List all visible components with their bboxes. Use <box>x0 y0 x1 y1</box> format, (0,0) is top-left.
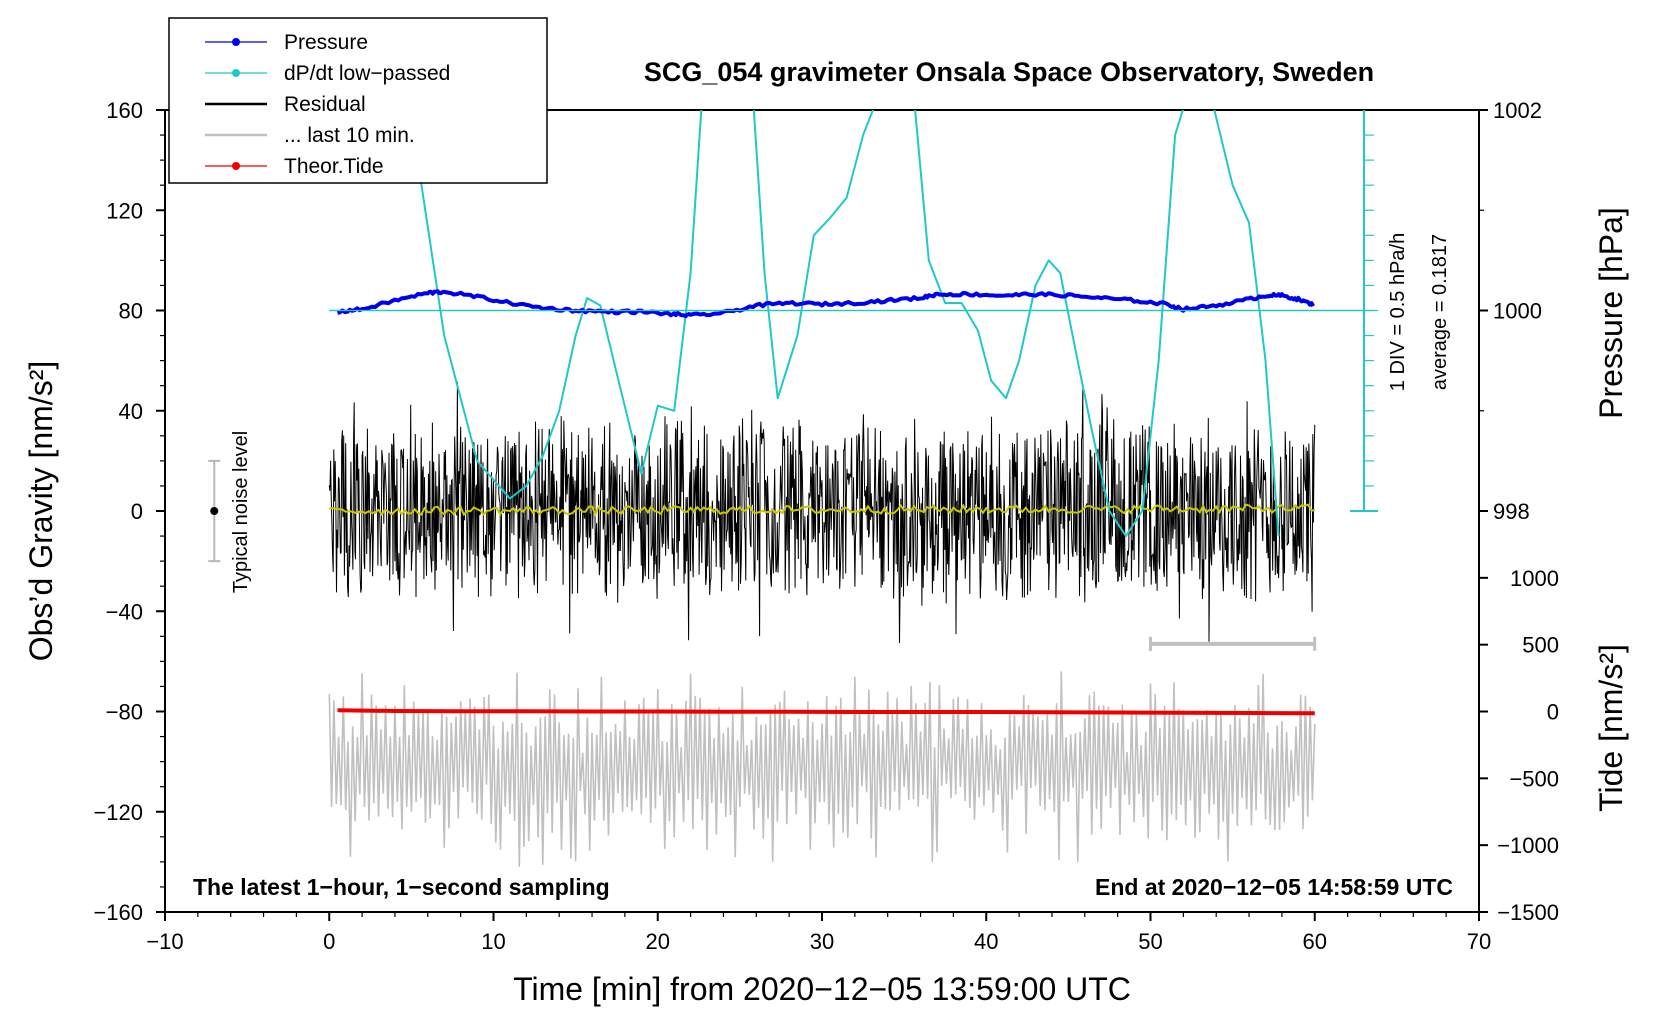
y-axis-pressure: 1002 1000 998 <box>1479 98 1542 524</box>
y-tick-label: 80 <box>119 299 143 324</box>
legend-box <box>168 17 548 184</box>
legend-label: dP/dt low−passed <box>284 62 450 85</box>
x-tick-label: 0 <box>323 929 335 954</box>
legend: Pressure dP/dt low−passed Residual ... last… <box>168 17 548 184</box>
legend-label: Theor.Tide <box>284 155 384 178</box>
tide-tick-label: −500 <box>1509 766 1559 791</box>
y-axis-left: 160 120 80 40 0 −40 −80 −120 −160 <box>93 98 165 925</box>
legend-item: Residual <box>205 93 366 116</box>
last-10-min-bracket <box>1149 636 1317 651</box>
y-tick-label: 120 <box>106 198 143 223</box>
x-tick-label: −10 <box>146 929 183 954</box>
y-tick-label: −80 <box>106 700 143 725</box>
x-tick-label: 20 <box>646 929 670 954</box>
residual-smoothed-line <box>329 503 1315 517</box>
corner-right-note: End at 2020−12−05 14:58:59 UTC <box>1095 874 1453 900</box>
chart-title: SCG_054 gravimeter Onsala Space Observat… <box>644 57 1374 87</box>
dpdt-scale-bar <box>329 110 1379 512</box>
series-last-10-min <box>328 671 1316 867</box>
legend-label: ... last 10 min. <box>284 124 415 147</box>
tide-line <box>337 708 1315 716</box>
dpdt-average-label: average = 0.1817 <box>1429 234 1451 390</box>
dpdt-scale-label: 1 DIV = 0.5 hPa/h <box>1387 233 1409 391</box>
pressure-tick-label: 1002 <box>1493 98 1542 123</box>
series-residual <box>328 381 1316 644</box>
y-tick-label: −120 <box>93 800 143 825</box>
last-10-min-line <box>328 671 1316 867</box>
y-tick-label: −160 <box>93 900 143 925</box>
residual-line <box>328 381 1316 644</box>
legend-swatch-dot <box>232 162 240 170</box>
tide-tick-label: 500 <box>1522 633 1559 658</box>
legend-item: Theor.Tide <box>205 155 384 178</box>
corner-left-note: The latest 1−hour, 1−second sampling <box>193 874 610 900</box>
y-tick-label: 40 <box>119 399 143 424</box>
pressure-tick-label: 998 <box>1493 499 1530 524</box>
x-tick-label: 10 <box>481 929 505 954</box>
legend-label: Pressure <box>284 31 368 54</box>
y-tick-label: 160 <box>106 98 143 123</box>
y-axis-pressure-title: Pressure [hPa] <box>1593 207 1629 419</box>
series-residual-smoothed <box>329 503 1315 517</box>
series-theor-tide <box>337 708 1315 716</box>
x-tick-label: 30 <box>810 929 834 954</box>
noise-bar-dot <box>210 507 219 515</box>
x-tick-label: 40 <box>974 929 998 954</box>
noise-level-bar <box>208 459 221 563</box>
legend-item: dP/dt low−passed <box>205 62 450 85</box>
tide-tick-label: −1500 <box>1497 900 1559 925</box>
y-axis-left-title: Obs’d Gravity [nm/s²] <box>23 361 59 662</box>
y-tick-label: −40 <box>106 599 143 624</box>
tide-tick-label: 1000 <box>1510 566 1559 591</box>
dpdt-line <box>418 110 1280 538</box>
x-tick-label: 70 <box>1467 929 1491 954</box>
noise-level-label: Typical noise level <box>230 431 252 593</box>
y-axis-tide: 1000 500 0 −500 −1000 −1500 <box>1479 566 1559 925</box>
series-pressure <box>337 289 1315 319</box>
legend-swatch-dot <box>232 69 240 77</box>
x-axis-title: Time [min] from 2020−12−05 13:59:00 UTC <box>513 971 1131 1007</box>
x-tick-label: 60 <box>1303 929 1327 954</box>
legend-swatch-dot <box>232 38 240 46</box>
legend-item: Pressure <box>205 31 368 54</box>
tide-tick-label: 0 <box>1547 700 1559 725</box>
x-axis: −10 0 10 20 30 40 50 60 70 <box>146 912 1491 954</box>
legend-item: ... last 10 min. <box>205 124 415 147</box>
tide-tick-label: −1000 <box>1497 833 1559 858</box>
y-tick-label: 0 <box>131 499 143 524</box>
pressure-line <box>337 289 1315 319</box>
x-tick-label: 50 <box>1138 929 1162 954</box>
legend-label: Residual <box>284 93 366 116</box>
pressure-tick-label: 1000 <box>1493 299 1542 324</box>
y-axis-tide-title: Tide [nm/s²] <box>1593 644 1629 812</box>
